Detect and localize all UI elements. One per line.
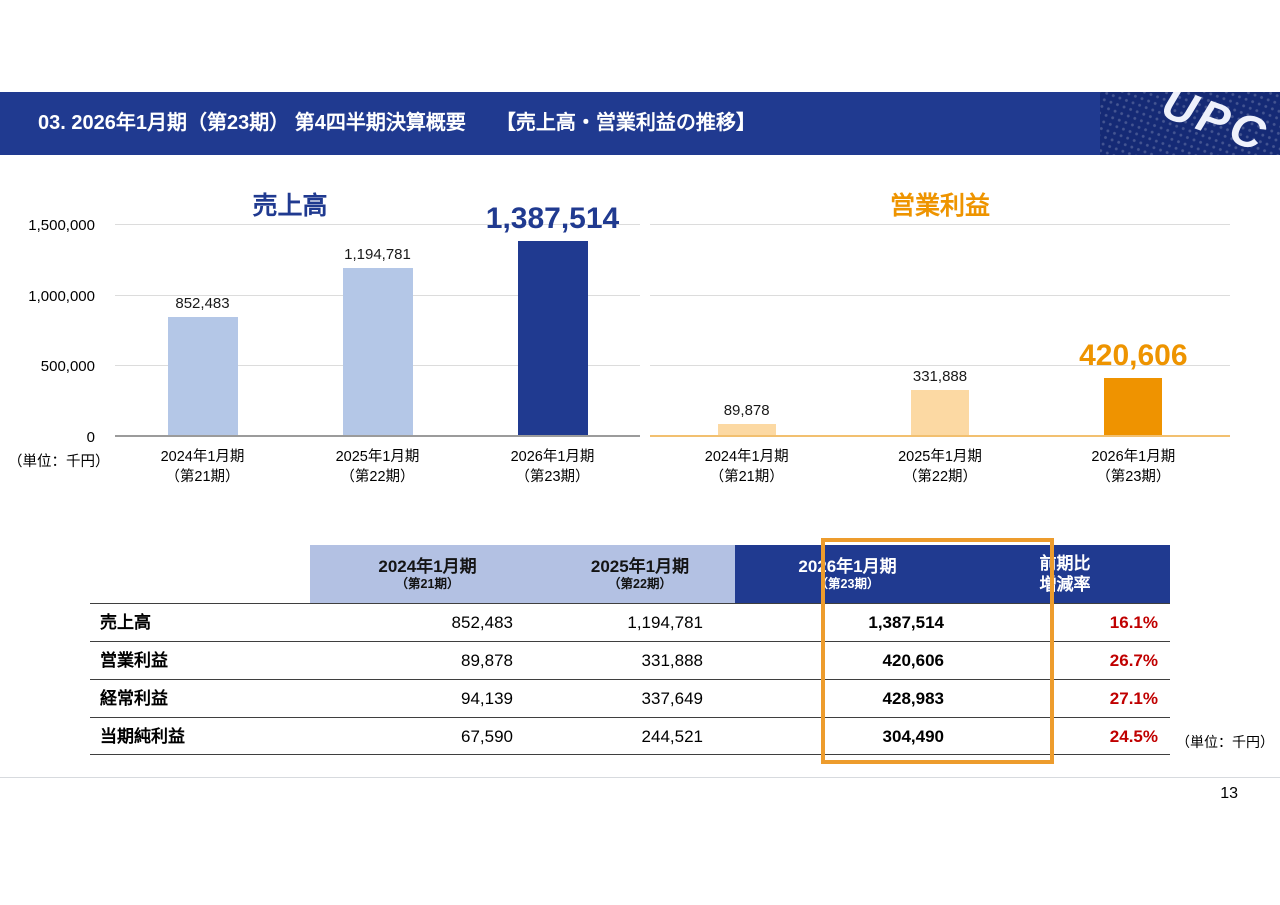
cell-fy2026: 304,490: [735, 717, 960, 755]
upc-logo: UPC: [1100, 92, 1280, 155]
cell-fy2024: 852,483: [310, 603, 545, 641]
cell-fy2026: 1,387,514: [735, 603, 960, 641]
bar-value-label: 852,483: [175, 294, 230, 312]
x-axis-category-label: 2026年1月期 （第23期）: [510, 449, 595, 485]
x-axis-category-label: 2024年1月期 （第21期）: [704, 449, 789, 485]
cell-fy2026: 420,606: [735, 641, 960, 679]
column-header-fy2025: 2025年1月期 （第22期）: [545, 545, 735, 603]
column-header-title: 2024年1月期: [378, 556, 477, 576]
cell-fy2024: 89,878: [310, 641, 545, 679]
gridline: [650, 294, 1230, 296]
column-header-change-rate: 前期比 増減率: [960, 545, 1170, 603]
column-header-subtitle: （第22期）: [608, 576, 672, 591]
page-number: 13: [1220, 785, 1238, 802]
cell-change-rate: 27.1%: [960, 679, 1170, 717]
chart-bar: [717, 424, 776, 437]
column-header-fy2026: 2026年1月期 （第23期）: [735, 545, 960, 603]
row-label: 当期純利益: [90, 717, 310, 755]
chart-bar: [911, 390, 969, 437]
y-axis-tick-label: 0: [86, 429, 95, 446]
chart-bar: [342, 268, 413, 437]
slide-header: 03. 2026年1月期（第23期） 第4四半期決算概要 【売上高・営業利益の推…: [0, 92, 1280, 155]
bar-value-label: 331,888: [912, 368, 968, 386]
gridline: [650, 365, 1230, 367]
y-axis-tick-label: 500,000: [40, 358, 95, 376]
row-label: 経常利益: [90, 679, 310, 717]
table-unit-note: （単位：千円）: [1176, 734, 1274, 750]
column-header-subtitle: （第23期）: [815, 576, 880, 591]
x-axis-category-label: 2025年1月期 （第22期）: [898, 449, 982, 485]
column-header-fy2024: 2024年1月期 （第21期）: [310, 545, 545, 603]
operating-profit-chart-title: 営業利益: [889, 192, 990, 220]
column-header-title: 2025年1月期: [590, 556, 690, 576]
x-axis-line: [650, 435, 1230, 437]
column-header-title: 増減率: [1039, 575, 1091, 594]
chart-bar: [167, 316, 238, 437]
column-header-title: 2026年1月期: [798, 556, 897, 576]
cell-fy2026: 428,983: [735, 679, 960, 717]
revenue-plot-area: 852,483 1,194,781 1,387,514: [115, 202, 640, 437]
x-axis-line: [115, 435, 640, 437]
charts-unit-note: （単位：千円）: [8, 454, 110, 470]
footer-divider: [0, 777, 1280, 778]
revenue-y-axis: 0 500,000 1,000,000 1,500,000: [10, 217, 105, 446]
gridline: [650, 224, 1230, 225]
gridline: [115, 224, 640, 225]
cell-change-rate: 24.5%: [960, 717, 1170, 755]
cell-fy2025: 1,194,781: [545, 603, 735, 641]
x-axis-category-label: 2024年1月期 （第21期）: [160, 449, 245, 485]
cell-change-rate: 16.1%: [960, 603, 1170, 641]
revenue-x-axis-labels: 2024年1月期 （第21期） 2025年1月期 （第22期） 2026年1月期 （第23…: [115, 448, 640, 487]
bar-value-label: 420,606: [1079, 338, 1188, 372]
row-label: 営業利益: [90, 641, 310, 679]
revenue-chart: 売上高 0 500,000 1,000,000 1,500,000 852,483 1,…: [10, 170, 640, 505]
summary-table-wrap: 2024年1月期 （第21期） 2025年1月期 （第22期） 2026年1月期…: [90, 538, 1170, 764]
cell-fy2025: 331,888: [545, 641, 735, 679]
operating-profit-x-axis-labels: 2024年1月期 （第21期） 2025年1月期 （第22期） 2026年1月期 （第23…: [650, 448, 1230, 487]
operating-profit-plot-area: 89,878 331,888 420,606: [650, 224, 1230, 437]
revenue-chart-title: 売上高: [252, 192, 328, 220]
row-label: 売上高: [90, 603, 310, 641]
x-axis-category-label: 2025年1月期 （第22期）: [335, 449, 420, 485]
operating-profit-chart: 営業利益 89,878 331,888 420,606 2024年1月期 （第21期）…: [650, 170, 1230, 505]
cell-fy2025: 337,649: [545, 679, 735, 717]
column-header-subtitle: （第21期）: [395, 576, 460, 591]
column-header-empty: [90, 545, 310, 603]
page-title: 03. 2026年1月期（第23期） 第4四半期決算概要 【売上高・営業利益の推…: [38, 112, 756, 134]
chart-bar: [517, 240, 588, 437]
chart-bar: [1104, 377, 1163, 437]
bar-value-label: 1,194,781: [344, 246, 411, 264]
y-axis-tick-label: 1,500,000: [28, 217, 95, 234]
x-axis-category-label: 2026年1月期 （第23期）: [1091, 449, 1176, 485]
y-axis-tick-label: 1,000,000: [28, 287, 95, 305]
bar-value-label: 1,387,514: [485, 201, 620, 235]
column-header-title: 前期比: [1039, 553, 1091, 573]
summary-table: 2024年1月期 （第21期） 2025年1月期 （第22期） 2026年1月期…: [90, 545, 1170, 755]
cell-fy2024: 94,139: [310, 679, 545, 717]
bar-value-label: 89,878: [723, 402, 770, 420]
cell-change-rate: 26.7%: [960, 641, 1170, 679]
cell-fy2025: 244,521: [545, 717, 735, 755]
cell-fy2024: 67,590: [310, 717, 545, 755]
